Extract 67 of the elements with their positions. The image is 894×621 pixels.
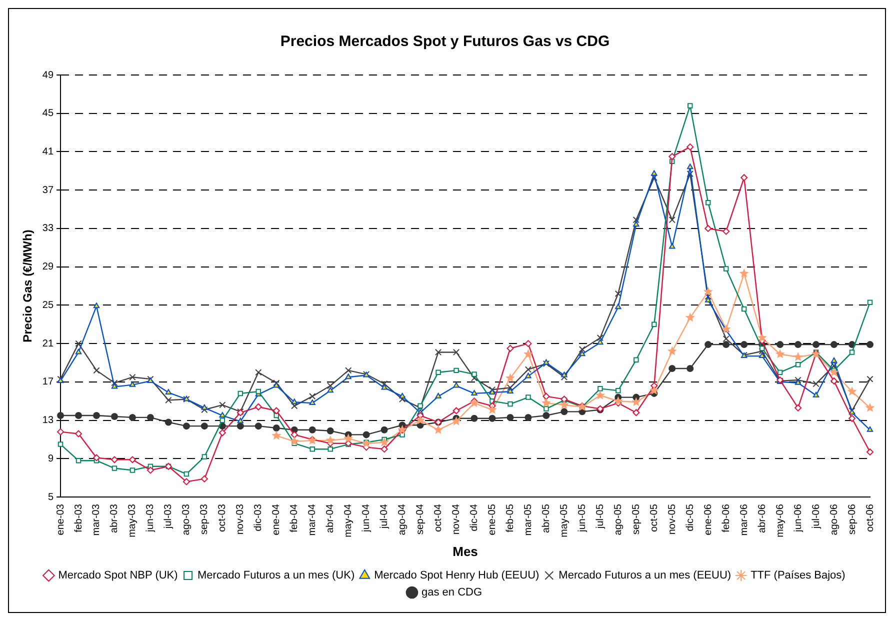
legend-label: gas en CDG — [421, 586, 482, 599]
x-tick-label: nov-04 — [451, 504, 462, 535]
y-tick-label: 33 — [42, 223, 54, 234]
x-tick-label: dic-04 — [469, 504, 480, 532]
x-tick-label: jul-03 — [163, 504, 174, 530]
y-tick-label: 5 — [48, 492, 54, 503]
x-tick-label: abr-03 — [109, 504, 120, 533]
x-tick-label: ene-03 — [55, 504, 66, 536]
x-tick-label: oct-06 — [864, 504, 876, 532]
x-tick-label: jun-04 — [361, 504, 372, 533]
x-tick-label: abr-05 — [540, 504, 552, 533]
x-tick-label: feb-03 — [73, 504, 84, 532]
x-tick-label: oct-05 — [648, 504, 660, 532]
x-tick-label: may-03 — [127, 504, 138, 538]
y-tick-label: 9 — [48, 453, 54, 464]
chart-title: Precios Mercados Spot y Futuros Gas vs CDG — [280, 33, 610, 50]
x-tick-label: abr-04 — [325, 504, 336, 533]
x-tick-label: may-05 — [558, 504, 570, 538]
y-tick-label: 25 — [42, 300, 54, 311]
legend-label: Mercado Futuros a un mes (EEUU) — [558, 570, 732, 582]
x-tick-label: feb-06 — [720, 504, 732, 532]
legend-label: Mercado Spot NBP (UK) — [58, 570, 178, 582]
x-tick-label: dic-05 — [684, 504, 696, 532]
y-tick-label: 13 — [42, 415, 54, 426]
x-tick-label: sep-05 — [630, 504, 642, 535]
y-tick-label: 21 — [42, 338, 54, 350]
x-tick-label: ago-04 — [397, 504, 408, 536]
x-tick-label: jul-04 — [379, 504, 390, 530]
y-tick-label: 41 — [42, 146, 54, 158]
y-tick-label: 37 — [42, 184, 54, 196]
x-tick-label: may-06 — [774, 504, 786, 538]
x-tick-label: jul-05 — [594, 504, 606, 530]
x-tick-label: mar-03 — [91, 504, 102, 536]
y-axis-title: Precio Gas (€/MWh) — [20, 230, 35, 342]
x-tick-label: ago-03 — [181, 504, 192, 536]
x-tick-label: mar-05 — [522, 504, 534, 536]
x-tick-label: oct-03 — [217, 504, 228, 532]
x-tick-label: ago-05 — [612, 504, 624, 536]
x-tick-label: feb-05 — [504, 504, 516, 532]
x-tick-label: ene-04 — [271, 504, 282, 536]
x-tick-label: ene-05 — [486, 504, 498, 536]
x-tick-label: oct-04 — [433, 504, 444, 532]
x-tick-label: sep-03 — [199, 504, 210, 535]
legend-label: Mercado Spot Henry Hub (EEUU) — [374, 570, 540, 582]
x-tick-label: jun-03 — [145, 504, 156, 533]
legend-label: Mercado Futuros a un mes (UK) — [198, 570, 355, 582]
x-tick-label: feb-04 — [289, 504, 300, 532]
legend-label: TTF (Países Bajos) — [750, 570, 846, 582]
x-tick-label: abr-06 — [756, 504, 768, 533]
x-axis-title: Mes — [452, 544, 478, 559]
x-tick-label: sep-04 — [415, 504, 426, 535]
x-tick-label: jun-05 — [576, 504, 588, 533]
x-tick-label: nov-05 — [666, 504, 678, 535]
x-tick-label: may-04 — [343, 504, 354, 538]
x-tick-label: nov-03 — [235, 504, 246, 535]
y-tick-label: 45 — [42, 108, 54, 120]
x-tick-label: ene-06 — [702, 504, 714, 536]
y-tick-label: 29 — [42, 262, 54, 273]
x-tick-label: mar-06 — [738, 504, 750, 536]
x-tick-label: dic-03 — [253, 504, 264, 532]
x-tick-label: ago-06 — [828, 504, 840, 536]
y-tick-label: 49 — [42, 70, 54, 81]
x-tick-label: sep-06 — [846, 504, 858, 535]
y-tick-label: 17 — [42, 376, 54, 388]
x-tick-label: jul-06 — [810, 504, 822, 530]
x-tick-label: mar-04 — [307, 504, 318, 536]
x-tick-label: jun-06 — [792, 504, 804, 533]
